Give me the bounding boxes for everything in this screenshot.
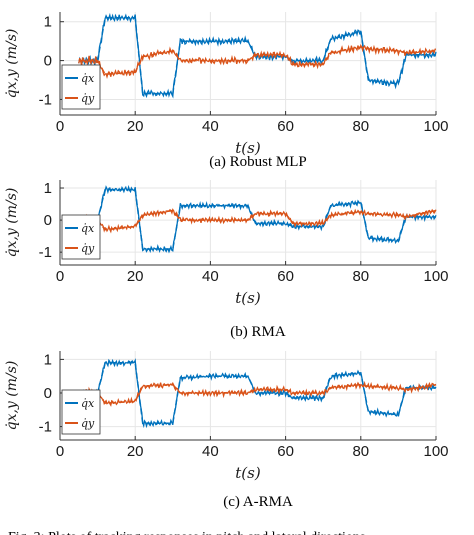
y-tick-label: 1 <box>44 351 52 368</box>
legend-label: q̇x <box>81 72 95 85</box>
legend-box <box>61 389 101 435</box>
x-tick-label: 100 <box>423 268 448 285</box>
figure-caption-footer: Fig. 3: Plots of tracking responses in p… <box>8 530 365 535</box>
legend-label: q̇x <box>81 397 95 410</box>
y-tick-label: 0 <box>44 212 52 229</box>
legend-label: q̇y <box>81 92 95 105</box>
x-tick-label: 80 <box>352 443 369 460</box>
x-tick-label: 40 <box>202 443 219 460</box>
legend-box <box>61 214 101 260</box>
x-tick-label: 40 <box>202 268 219 285</box>
x-tick-label: 20 <box>127 118 144 135</box>
x-tick-label: 60 <box>277 268 294 285</box>
reference-line-qy <box>78 46 437 75</box>
legend-label: q̇y <box>81 242 95 255</box>
series-line-qy <box>78 43 437 79</box>
y-tick-label: 0 <box>44 53 52 70</box>
panel-caption: (b) RMA <box>230 324 286 340</box>
x-tick-label: 0 <box>56 443 64 460</box>
panel-caption: (c) A-RMA <box>223 494 293 510</box>
x-tick-label: 20 <box>127 268 144 285</box>
legend-label: q̇x <box>81 222 95 235</box>
x-tick-label: 40 <box>202 118 219 135</box>
x-tick-label: 80 <box>352 118 369 135</box>
x-tick-label: 60 <box>277 443 294 460</box>
panel-caption: (a) Robust MLP <box>209 154 307 170</box>
legend-box <box>61 64 101 110</box>
y-tick-label: -1 <box>39 419 52 436</box>
y-tick-label: -1 <box>39 91 52 108</box>
y-tick-label: 1 <box>44 14 52 31</box>
series-line-qx <box>78 12 437 99</box>
x-tick-label: 100 <box>423 443 448 460</box>
x-tick-label: 100 <box>423 118 448 135</box>
x-axis-label: t(s) <box>235 139 261 157</box>
legend-label: q̇y <box>81 417 95 430</box>
reference-line-qy <box>78 209 437 231</box>
x-tick-label: 0 <box>56 268 64 285</box>
y-axis-label: q̇x,y (m/s) <box>4 29 20 99</box>
y-tick-label: 1 <box>44 180 52 197</box>
x-axis-label: t(s) <box>235 464 261 482</box>
y-tick-label: -1 <box>39 244 52 261</box>
x-axis-label: t(s) <box>235 289 261 307</box>
x-tick-label: 80 <box>352 268 369 285</box>
x-tick-label: 60 <box>277 118 294 135</box>
reference-line-qx <box>78 188 436 250</box>
series-line-qx <box>78 184 437 254</box>
x-tick-label: 20 <box>127 443 144 460</box>
x-tick-label: 0 <box>56 118 64 135</box>
y-tick-label: 0 <box>44 385 52 402</box>
y-axis-label: q̇x,y (m/s) <box>4 361 20 431</box>
y-axis-label: q̇x,y (m/s) <box>4 188 20 258</box>
reference-line-qy <box>78 383 437 404</box>
